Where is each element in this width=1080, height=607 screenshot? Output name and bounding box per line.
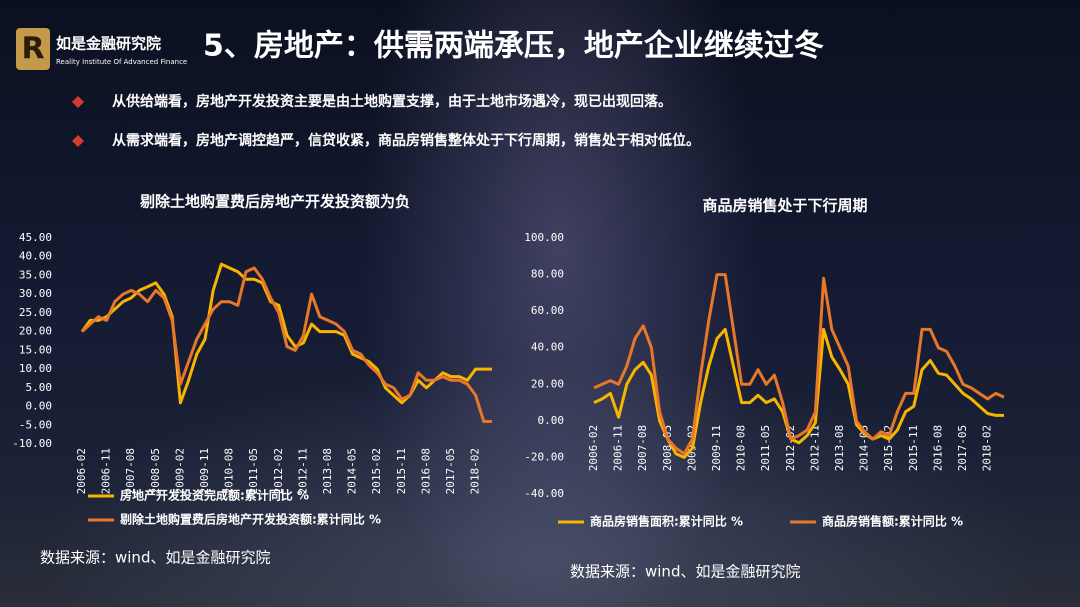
x-tick-label: 2012-02 [272, 448, 285, 494]
legend-label: 剔除土地购置费后房地产开发投资额:累计同比 % [119, 512, 381, 527]
x-tick-label: 2015-02 [370, 448, 383, 494]
series-line [80, 266, 492, 423]
y-tick-label: 45.00 [19, 231, 52, 244]
x-tick-label: 2006-11 [100, 448, 113, 494]
logo-name: 如是金融研究院 [56, 35, 161, 53]
x-tick-label: 2010-08 [223, 448, 236, 494]
logo-icon [16, 28, 50, 70]
x-tick-label: 2007-08 [124, 448, 137, 494]
bullet-icon [72, 96, 84, 108]
source-note: 数据来源：wind、如是金融研究院 [40, 549, 270, 567]
legend-label: 商品房销售面积:累计同比 % [590, 514, 743, 529]
y-tick-label: 100.00 [524, 231, 564, 244]
x-tick-label: 2013-08 [833, 425, 846, 471]
series-line [80, 262, 492, 405]
x-tick-label: 2006-02 [75, 448, 88, 494]
x-tick-label: 2009-11 [710, 425, 723, 471]
source-note: 数据来源：wind、如是金融研究院 [570, 563, 800, 581]
x-tick-label: 2018-02 [981, 425, 994, 471]
logo-sub: Reality Institute Of Advanced Finance [56, 58, 187, 66]
x-tick-label: 2006-02 [587, 425, 600, 471]
y-tick-label: 60.00 [531, 304, 564, 317]
series-line [593, 273, 1005, 456]
x-tick-label: 2015-11 [395, 448, 408, 494]
y-tick-label: 80.00 [531, 268, 564, 281]
y-tick-label: -40.00 [524, 487, 564, 500]
y-tick-label: 25.00 [19, 306, 52, 319]
bullet-icon [72, 135, 84, 147]
bullet-text: 从供给端看，房地产开发投资主要是由土地购置支撑，由于土地市场遇冷，现已出现回落。 [112, 93, 672, 110]
x-tick-label: 2009-11 [198, 448, 211, 494]
y-tick-label: 0.00 [26, 400, 53, 413]
y-tick-label: 30.00 [19, 287, 52, 300]
y-tick-label: 35.00 [19, 268, 52, 281]
x-tick-label: 2017-05 [444, 448, 457, 494]
x-tick-label: 2014-05 [346, 448, 359, 494]
x-tick-label: 2008-05 [661, 425, 674, 471]
y-tick-label: 40.00 [19, 250, 52, 263]
x-tick-label: 2013-08 [321, 448, 334, 494]
chart-title: 商品房销售处于下行周期 [702, 197, 867, 215]
y-tick-label: 15.00 [19, 343, 52, 356]
y-tick-label: 0.00 [538, 414, 565, 427]
y-tick-label: 5.00 [26, 381, 53, 394]
x-tick-label: 2012-11 [296, 448, 309, 494]
x-tick-label: 2015-11 [907, 425, 920, 471]
y-tick-label: -5.00 [19, 418, 52, 431]
y-tick-label: -10.00 [12, 437, 52, 450]
x-tick-label: 2011-05 [247, 448, 260, 494]
x-tick-label: 2016-08 [931, 425, 944, 471]
y-tick-label: 20.00 [19, 325, 52, 338]
y-tick-label: 10.00 [19, 362, 52, 375]
x-tick-label: 2007-08 [636, 425, 649, 471]
logo-letter: R [21, 32, 44, 67]
y-tick-label: -20.00 [524, 450, 564, 463]
legend-label: 商品房销售额:累计同比 % [822, 514, 963, 529]
legend-label: 房地产开发投资完成额:累计同比 % [120, 488, 309, 503]
x-tick-label: 2016-08 [419, 448, 432, 494]
x-tick-label: 2012-11 [808, 425, 821, 471]
x-tick-label: 2008-05 [149, 448, 162, 494]
y-tick-label: 40.00 [531, 341, 564, 354]
x-tick-label: 2006-11 [612, 425, 625, 471]
x-tick-label: 2010-08 [735, 425, 748, 471]
x-tick-label: 2017-05 [956, 425, 969, 471]
x-tick-label: 2009-02 [173, 448, 186, 494]
chart-title: 剔除土地购置费后房地产开发投资额为负 [139, 193, 410, 211]
x-tick-label: 2011-05 [759, 425, 772, 471]
y-tick-label: 20.00 [531, 377, 564, 390]
bullet-text: 从需求端看，房地产调控趋严，信贷收紧，商品房销售整体处于下行周期，销售处于相对低… [112, 132, 700, 149]
series-line [593, 327, 1004, 459]
x-tick-label: 2018-02 [469, 448, 482, 494]
slide-title: 5、房地产：供需两端承压，地产企业继续过冬 [203, 29, 824, 64]
